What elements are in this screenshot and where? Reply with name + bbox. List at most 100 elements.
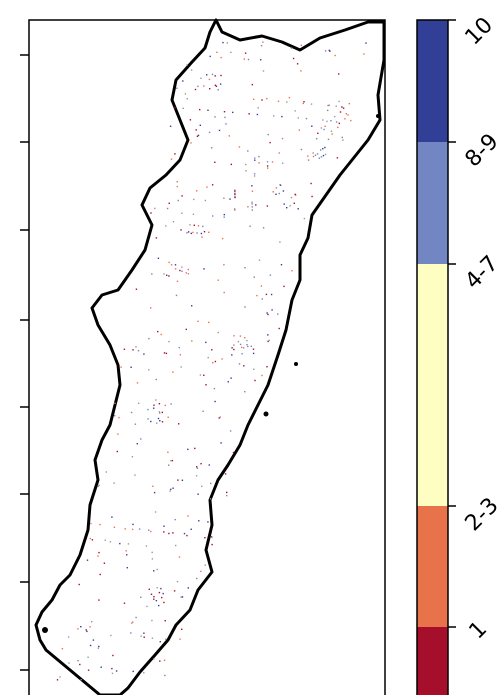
data-pixel — [322, 119, 324, 121]
colorbar-ticks — [448, 19, 456, 628]
data-pixel — [168, 275, 170, 277]
data-pixel — [156, 422, 158, 424]
data-pixel — [190, 528, 192, 530]
colorbar-label-2-3: 2-3 — [461, 493, 501, 536]
data-pixel — [307, 155, 309, 157]
data-pixel — [286, 207, 288, 209]
data-pixel — [205, 384, 207, 386]
data-pixel — [269, 274, 272, 276]
data-pixel — [334, 115, 336, 118]
data-pixel — [164, 404, 166, 407]
data-pixel — [165, 638, 167, 640]
data-pixel — [186, 232, 188, 234]
data-pixel — [329, 50, 331, 52]
data-pixel — [61, 648, 64, 650]
data-pixel — [244, 52, 247, 54]
data-pixel — [209, 498, 212, 500]
data-pixel — [286, 101, 288, 103]
data-pixel — [207, 521, 209, 523]
y-axis-ticks — [20, 54, 29, 671]
data-pixel — [278, 192, 280, 195]
data-pixel — [113, 526, 116, 528]
data-pixel — [168, 202, 170, 204]
data-pixel — [161, 596, 163, 599]
data-pixel — [201, 485, 203, 488]
data-pixel — [202, 410, 204, 412]
data-pixel — [251, 209, 253, 211]
data-pixel — [347, 114, 349, 116]
data-pixel — [208, 131, 211, 134]
data-pixel — [181, 270, 183, 272]
data-pixel — [250, 345, 252, 347]
data-pixel — [204, 564, 206, 566]
data-pixel — [182, 107, 184, 109]
data-pixel — [223, 111, 226, 113]
data-pixel — [155, 399, 157, 401]
data-pixel — [294, 110, 296, 112]
data-pixel — [331, 133, 333, 135]
data-pixel — [159, 420, 161, 422]
data-pixel — [199, 108, 201, 111]
data-pixel — [338, 122, 340, 125]
data-pixel — [125, 550, 127, 552]
data-pixel — [90, 522, 92, 525]
data-pixel — [243, 347, 245, 349]
data-pixel — [78, 583, 80, 586]
data-pixel — [189, 119, 192, 121]
data-pixel — [132, 621, 134, 623]
data-pixel — [150, 307, 152, 309]
data-pixel — [202, 225, 204, 228]
data-pixel — [168, 464, 170, 466]
data-pixel — [262, 227, 265, 229]
data-pixel — [233, 344, 235, 346]
data-pixel — [232, 111, 234, 114]
data-pixel — [215, 85, 218, 87]
data-pixel — [179, 354, 182, 356]
data-pixel — [330, 120, 332, 122]
data-pixel — [91, 539, 94, 541]
data-pixel — [278, 152, 280, 154]
data-pixel — [336, 157, 339, 159]
data-pixel — [138, 528, 141, 530]
data-pixel — [229, 430, 232, 432]
data-pixel — [344, 118, 346, 120]
data-pixel — [130, 366, 132, 368]
data-pixel — [166, 207, 169, 210]
data-pixel — [98, 645, 100, 648]
data-pixel — [196, 466, 198, 468]
data-pixel — [175, 294, 178, 297]
data-pixel — [183, 532, 186, 535]
data-pixel — [175, 544, 177, 547]
data-pixel — [154, 511, 157, 513]
data-pixel — [267, 334, 269, 336]
data-pixel — [320, 149, 322, 151]
data-pixel — [266, 366, 268, 368]
data-pixel — [136, 443, 138, 445]
data-pixel — [266, 205, 269, 207]
data-pixel — [234, 209, 236, 211]
data-pixel — [227, 381, 229, 383]
data-pixel — [179, 638, 181, 640]
data-pixel — [204, 537, 206, 539]
data-pixel — [186, 64, 188, 66]
data-pixel — [244, 267, 246, 269]
data-pixel — [136, 382, 139, 384]
data-pixel — [270, 293, 273, 296]
data-pixel — [297, 208, 299, 210]
data-pixel — [254, 379, 256, 382]
data-pixel — [234, 195, 236, 198]
data-pixel — [311, 125, 313, 127]
data-pixel — [161, 421, 164, 423]
data-pixel — [111, 672, 114, 675]
data-pixel — [288, 96, 291, 99]
data-pixel — [197, 225, 200, 227]
data-pixel — [217, 331, 219, 334]
data-pixel — [195, 129, 197, 131]
data-pixel — [252, 348, 255, 350]
data-pixel — [254, 159, 256, 161]
data-pixel — [185, 272, 187, 274]
colorbar-segment-2-3 — [417, 506, 448, 627]
data-pixel — [162, 592, 164, 595]
data-pixel — [105, 471, 107, 473]
data-pixel — [234, 193, 236, 195]
